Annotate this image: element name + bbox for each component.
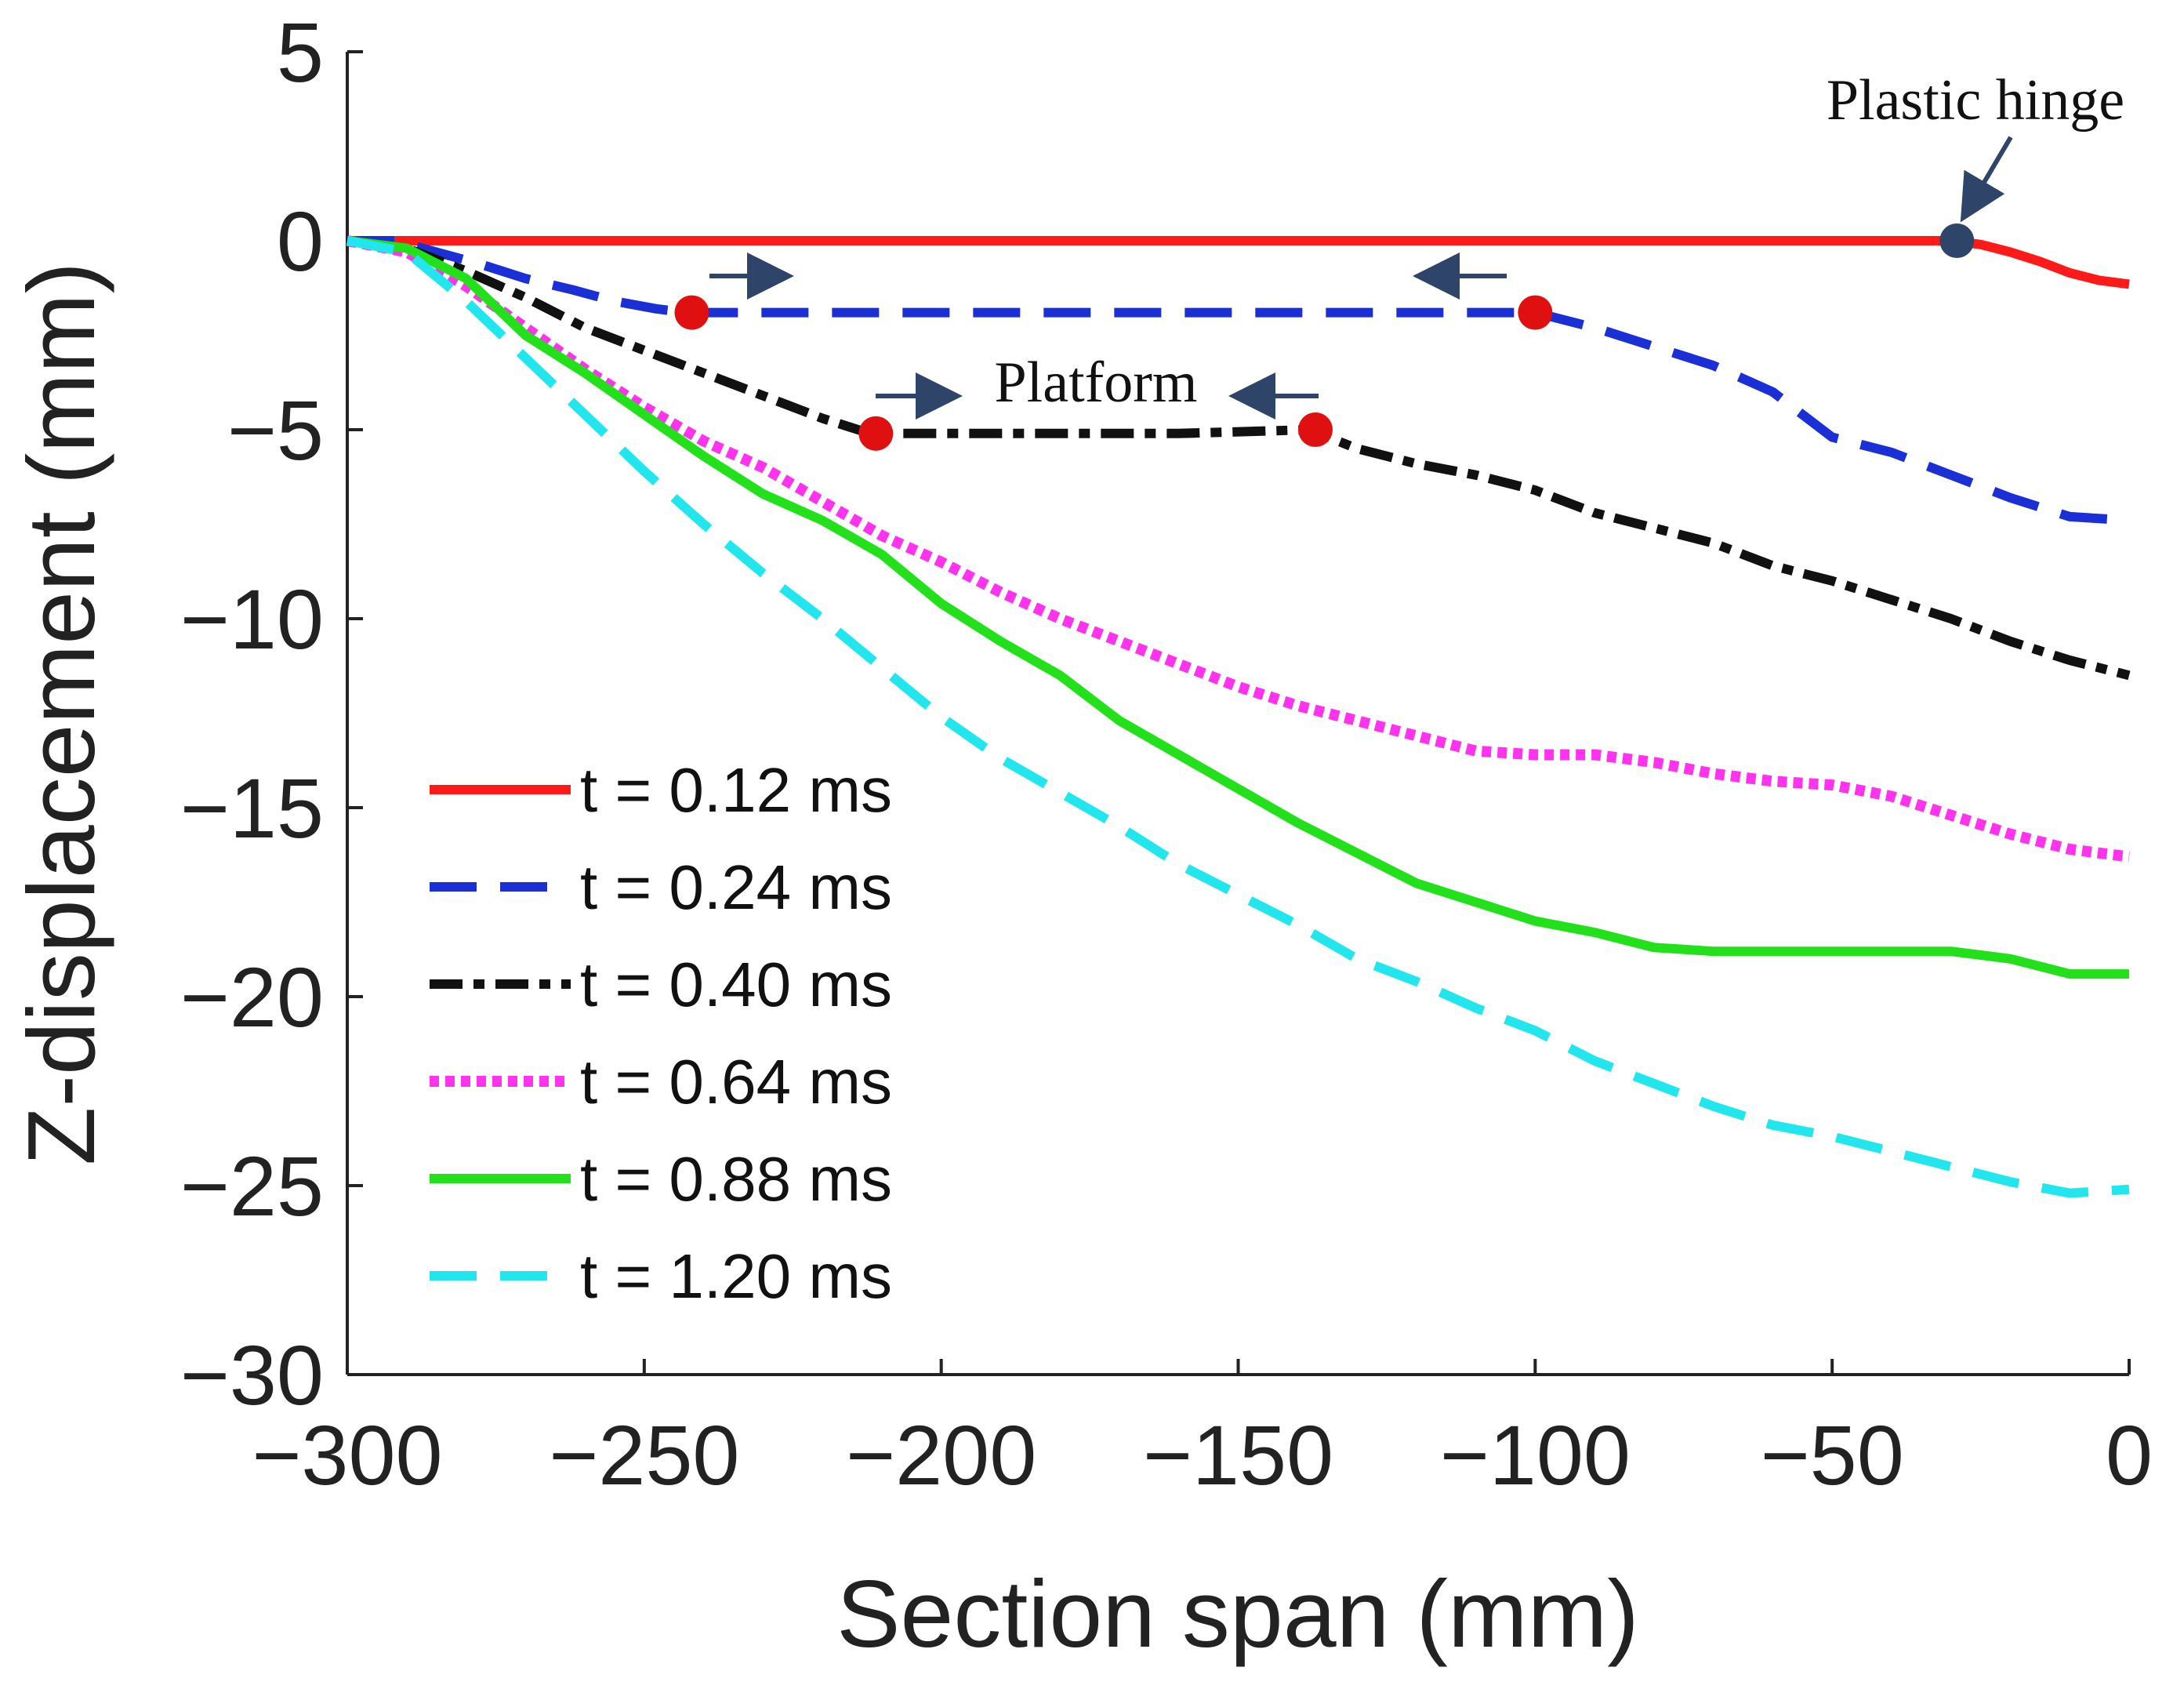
legend-label-5: t = 1.20 ms: [580, 1241, 892, 1311]
x-axis-title: Section span (mm): [836, 1560, 1639, 1667]
series-lines: [346, 235, 2131, 1198]
arrow-plastic-hinge: [1960, 136, 2013, 223]
x-tick-label: −250: [549, 1408, 739, 1502]
y-tick-label: −10: [180, 572, 324, 667]
annotation-arrows: [709, 136, 2013, 420]
x-tick-label: −300: [252, 1408, 442, 1502]
series-line-4: [346, 236, 2129, 979]
y-tick-label: −5: [227, 383, 324, 478]
legend-label-4: t = 0.88 ms: [580, 1144, 892, 1214]
annotation-plastic-hinge: Plastic hinge: [1827, 68, 2124, 133]
legend-label-2: t = 0.40 ms: [580, 950, 892, 1019]
x-tick-label: −50: [1761, 1408, 1904, 1502]
x-tick-label: −150: [1143, 1408, 1333, 1502]
platform-end-040-marker: [1297, 412, 1333, 447]
series-line-3: [346, 235, 2130, 863]
platform-start-040-marker: [858, 416, 894, 451]
x-tick-label: 0: [2106, 1408, 2153, 1502]
y-tick-label: −15: [180, 761, 324, 855]
y-axis-title: Z-displacement (mm): [8, 262, 114, 1165]
series-line-1: [347, 236, 2130, 525]
series-line-5: [346, 236, 2130, 1198]
platform-end-024-marker: [1518, 295, 1553, 330]
legend-label-0: t = 0.12 ms: [580, 755, 892, 825]
platform-start-024-marker: [674, 295, 709, 330]
annotation-platform: Platform: [995, 351, 1198, 415]
y-tick-label: −25: [180, 1139, 324, 1233]
series-line-0: [347, 236, 2130, 289]
y-tick-label: 0: [277, 194, 324, 289]
series-line-2: [346, 236, 2131, 681]
legend-label-3: t = 0.64 ms: [580, 1047, 892, 1117]
legend: t = 0.12 ms t = 0.24 ms t = 0.40 ms t = 0.6…: [430, 755, 892, 1311]
legend-label-1: t = 0.24 ms: [580, 852, 892, 922]
plastic-hinge-point-marker: [1939, 223, 1975, 258]
markers: [674, 223, 1975, 451]
y-tick-label: −20: [180, 950, 324, 1044]
y-tick-label: −30: [180, 1328, 324, 1422]
tick-labels: −300 −250 −200 −150 −100 −50 0 5 0 −5 −10 −15 −20 −25…: [180, 5, 2153, 1502]
y-tick-label: 5: [277, 5, 324, 100]
x-tick-label: −100: [1440, 1408, 1631, 1502]
x-tick-label: −200: [846, 1408, 1036, 1502]
